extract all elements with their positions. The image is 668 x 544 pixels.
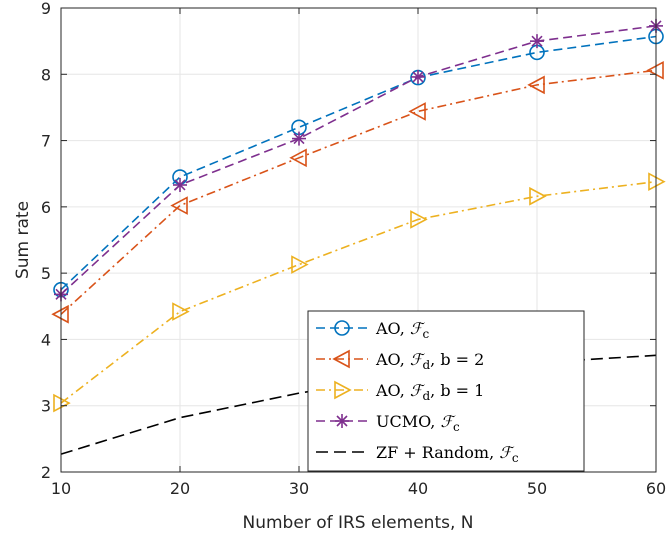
legend-box [307, 310, 585, 472]
data-point [527, 75, 545, 95]
asterisk-stroke [531, 35, 543, 47]
asterisk-stroke [174, 179, 186, 191]
axis-ticks: 10 20 30 40 50 60 2 3 4 5 6 7 8 9 [41, 0, 666, 498]
legend-label: AO, ℱd, b = 1 [375, 381, 484, 403]
series-line [60, 180, 657, 404]
series-line [60, 35, 657, 291]
legend-label-subscript: c [512, 451, 519, 465]
legend-label-symbol: ℱ [440, 412, 456, 431]
data-point [410, 210, 428, 229]
legend-label-text: AO, [375, 350, 410, 369]
asterisk-stroke [336, 415, 348, 427]
legend-label-text: ZF + Random, [376, 443, 499, 462]
legend-label-subscript: d [422, 358, 430, 372]
legend-label-symbol: ℱ [410, 319, 426, 338]
legend-entry: ZF + Random, ℱc [316, 443, 519, 465]
x-tick-label: 30 [289, 479, 309, 498]
data-point [289, 148, 307, 168]
x-axis-label: Number of IRS elements, N [243, 513, 474, 533]
legend-label-suffix: , b = 1 [430, 381, 484, 400]
legend-entry: AO, ℱd, b = 2 [316, 349, 484, 372]
data-point [411, 69, 425, 84]
y-tick-label: 7 [41, 132, 51, 151]
plot-border [60, 7, 657, 473]
data-point [173, 177, 187, 192]
legend-label-text: AO, [375, 319, 410, 338]
data-point [530, 34, 544, 49]
legend-label-symbol: ℱ [499, 443, 515, 462]
series-3 [54, 18, 663, 302]
legend-label: ZF + Random, ℱc [376, 443, 519, 465]
legend-label-symbol: ℱ [410, 350, 426, 369]
series-line [60, 69, 657, 315]
legend-label: AO, ℱc [375, 319, 429, 341]
legend-entry: UCMO, ℱc [316, 412, 460, 434]
legend-entry: AO, ℱd, b = 1 [316, 380, 484, 403]
legend-marker [334, 380, 352, 400]
data-point [172, 302, 190, 321]
y-tick-label: 8 [41, 65, 51, 84]
y-tick-label: 5 [41, 264, 51, 283]
y-tick-label: 2 [41, 463, 51, 482]
asterisk-stroke [293, 133, 305, 145]
y-tick-label: 9 [41, 0, 51, 18]
legend-marker [335, 414, 349, 428]
x-tick-label: 60 [646, 479, 666, 498]
x-tick-label: 50 [527, 479, 547, 498]
asterisk-stroke [412, 71, 424, 83]
x-tick-label: 10 [51, 479, 71, 498]
legend-entry: AO, ℱc [316, 319, 429, 341]
data-point [170, 196, 188, 215]
legend-label: UCMO, ℱc [376, 412, 460, 434]
legend-marker [334, 320, 350, 336]
data-point [291, 255, 309, 274]
x-tick-label: 20 [170, 479, 190, 498]
y-tick-label: 3 [41, 397, 51, 416]
legend-label-suffix: , b = 2 [430, 350, 484, 369]
data-point [408, 102, 426, 121]
legend-label-text: AO, [375, 381, 410, 400]
y-tick-label: 4 [41, 330, 51, 349]
legend-label-subscript: d [422, 389, 430, 403]
legend-label-text: UCMO, [376, 412, 440, 431]
legend-label-subscript: c [453, 420, 460, 434]
legend-label: AO, ℱd, b = 2 [375, 350, 484, 372]
legend-label-subscript: c [422, 327, 429, 341]
data-point [529, 186, 547, 206]
y-axis-label: Sum rate [13, 201, 33, 279]
series-line [60, 25, 657, 295]
x-tick-label: 40 [408, 479, 428, 498]
data-point [292, 131, 306, 146]
legend-marker [332, 349, 350, 369]
legend-label-symbol: ℱ [410, 381, 426, 400]
y-tick-label: 6 [41, 198, 51, 217]
